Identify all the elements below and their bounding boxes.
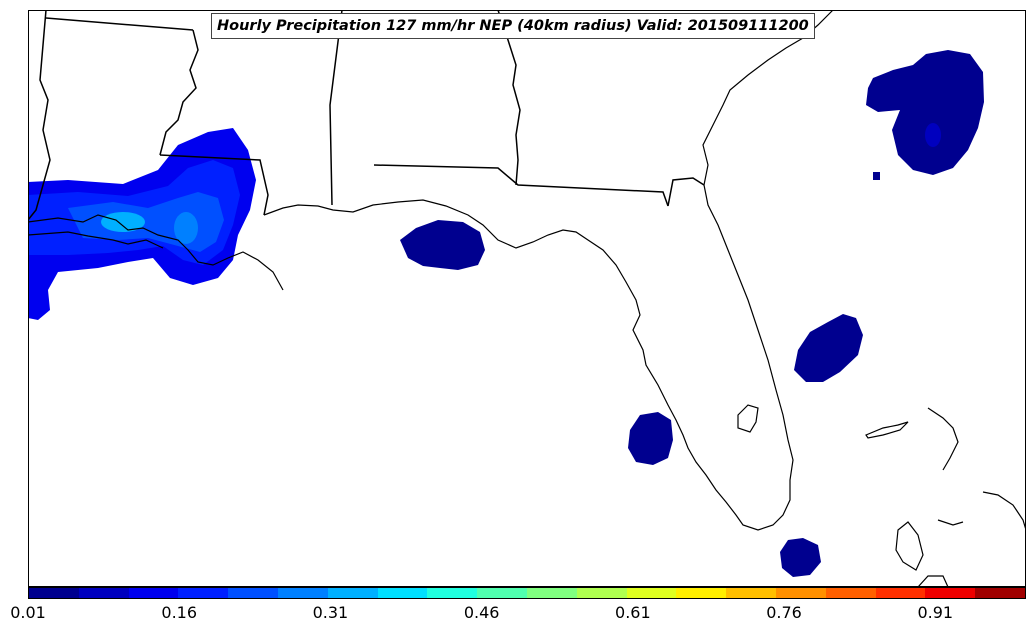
colorbar-segment (228, 588, 278, 598)
precip-area-louisiana-max2 (174, 212, 198, 244)
colorbar-segment (277, 588, 328, 598)
colorbar-segment (29, 588, 79, 598)
colorbar-tick-label: 0.61 (615, 603, 651, 622)
precip-area-atlantic-nc (866, 50, 984, 175)
colorbar (28, 587, 1026, 599)
map-panel (27, 9, 1027, 588)
precip-area-offshore-al (400, 220, 485, 270)
colorbar-tick-label: 0.16 (161, 603, 198, 622)
state-border-ms-la-south (159, 154, 269, 216)
colorbar-segment (676, 588, 727, 598)
coast-louisiana (27, 214, 284, 291)
precip-area-atlantic-small (873, 172, 880, 180)
state-border-ar-la (45, 17, 194, 31)
precip-areas (28, 50, 984, 577)
coast-louisiana-inner (27, 231, 164, 249)
colorbar-segment (775, 588, 826, 598)
map-title: Hourly Precipitation 127 mm/hr NEP (40km… (211, 13, 815, 39)
colorbar-tick-label: 0.31 (312, 603, 349, 622)
colorbar-segment (427, 588, 478, 598)
colorbar-segment (925, 588, 976, 598)
colorbar-segment (128, 588, 179, 598)
cuba-coast (917, 575, 949, 588)
colorbar-tick-label: 0.01 (10, 603, 46, 622)
state-border-la-west (27, 9, 51, 221)
colorbar-tick-label: 0.91 (917, 603, 954, 622)
colorbar-segment (178, 588, 229, 598)
bahamas-andros (895, 521, 924, 571)
state-border-la-ms-river (159, 29, 199, 156)
precip-area-gulf-swfl (628, 412, 673, 465)
precip-area-louisiana-max (101, 212, 145, 232)
colorbar-segment (377, 588, 428, 598)
state-border-ms-al (329, 9, 343, 206)
colorbar-segment (825, 588, 876, 598)
colorbar-segment (626, 588, 677, 598)
map-boundaries (27, 9, 1027, 588)
bahamas-abaco (927, 407, 959, 471)
bahamas-eleuthera (982, 491, 1027, 531)
map-border (28, 10, 1026, 587)
colorbar-segment (726, 588, 776, 598)
colorbar-tick-label: 0.76 (766, 603, 802, 622)
colorbar-segment (327, 588, 378, 598)
colorbar-segment (526, 588, 577, 598)
map-svg (27, 9, 1027, 588)
colorbar-ticks: 0.01 0.16 0.31 0.46 0.61 0.76 0.91 (10, 599, 1026, 633)
lake-okeechobee (737, 404, 759, 433)
precip-area-atlantic-nc-core (925, 123, 941, 147)
precip-area-atlantic-fl (794, 314, 863, 382)
colorbar-tick-label: 0.46 (463, 603, 500, 622)
coast-gulf-north (263, 184, 794, 531)
colorbar-segment (477, 588, 527, 598)
state-border-ga-fl (667, 177, 705, 207)
colorbar-segment (576, 588, 627, 598)
state-border-al-fl (373, 164, 669, 207)
precip-area-keys (780, 538, 821, 577)
colorbar-segment (975, 588, 1025, 598)
bahamas-grand (865, 421, 909, 439)
colorbar-segment (875, 588, 926, 598)
state-border-ga-sc-river (497, 9, 521, 186)
coast-atlantic (702, 9, 834, 186)
bahamas-small (937, 519, 964, 526)
colorbar-segment (78, 588, 129, 598)
